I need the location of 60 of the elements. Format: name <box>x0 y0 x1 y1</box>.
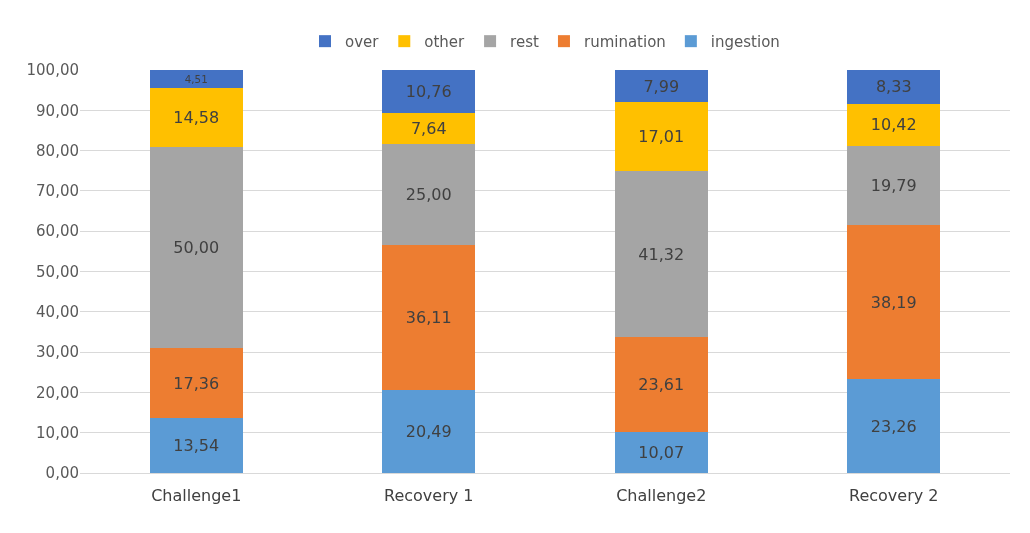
bar <box>382 390 476 473</box>
bar <box>149 88 243 147</box>
bar <box>149 348 243 419</box>
data-label: 8,33 <box>875 77 912 97</box>
data-label: 36,11 <box>405 308 452 328</box>
y-tick-label: 20,00 <box>36 383 79 402</box>
bar <box>614 70 708 103</box>
data-label: 20,49 <box>405 422 452 442</box>
data-label: 17,36 <box>173 373 220 393</box>
y-tick-label: 0,00 <box>45 464 79 483</box>
bar <box>847 103 941 146</box>
data-label: 7,99 <box>643 76 680 96</box>
data-label: 10,42 <box>870 115 917 135</box>
data-label: 4,51 <box>184 72 208 85</box>
legend-label: ingestion <box>710 33 780 52</box>
y-tick-label: 70,00 <box>36 182 79 201</box>
data-label: 14,58 <box>173 108 220 128</box>
bar <box>382 244 476 391</box>
bar <box>149 146 243 349</box>
data-label: 50,00 <box>173 238 220 258</box>
data-label: 17,01 <box>638 126 685 146</box>
y-tick-label: 80,00 <box>36 141 79 160</box>
bar <box>149 418 243 473</box>
data-label: 38,19 <box>870 292 917 312</box>
y-tick-label: 50,00 <box>36 262 79 281</box>
bar <box>614 102 708 171</box>
data-label: 10,07 <box>638 443 685 463</box>
bar <box>614 337 708 433</box>
legend-label: rest <box>510 33 539 52</box>
bar <box>382 113 476 145</box>
bar <box>382 70 476 114</box>
legend-label: rumination <box>583 33 666 52</box>
y-tick-label: 40,00 <box>36 303 79 322</box>
y-tick-label: 60,00 <box>36 222 79 241</box>
y-tick-label: 100,00 <box>26 61 79 80</box>
y-tick-label: 10,00 <box>36 423 79 442</box>
y-tick-label: 90,00 <box>36 101 79 120</box>
x-tick-label: Recovery 2 <box>849 486 939 506</box>
data-label: 25,00 <box>405 185 452 205</box>
x-tick-label: Recovery 1 <box>384 486 474 506</box>
data-label: 13,54 <box>173 436 220 456</box>
data-label: 23,26 <box>870 416 917 436</box>
bar <box>614 170 708 338</box>
bar <box>614 432 708 473</box>
bar <box>847 145 941 226</box>
bar <box>149 70 243 89</box>
bar <box>847 225 941 380</box>
data-label: 10,76 <box>405 82 452 102</box>
bar <box>382 144 476 245</box>
x-tick-label: Challenge1 <box>151 486 242 506</box>
x-tick-label: Challenge2 <box>616 486 707 506</box>
data-label: 19,79 <box>870 175 917 195</box>
y-tick-label: 30,00 <box>36 343 79 362</box>
bar <box>847 70 941 104</box>
data-label: 41,32 <box>638 244 685 264</box>
bar <box>847 379 941 473</box>
legend-label: over <box>345 33 380 52</box>
data-label: 7,64 <box>410 119 447 139</box>
data-label: 23,61 <box>638 375 685 395</box>
legend-label: other <box>424 33 466 52</box>
